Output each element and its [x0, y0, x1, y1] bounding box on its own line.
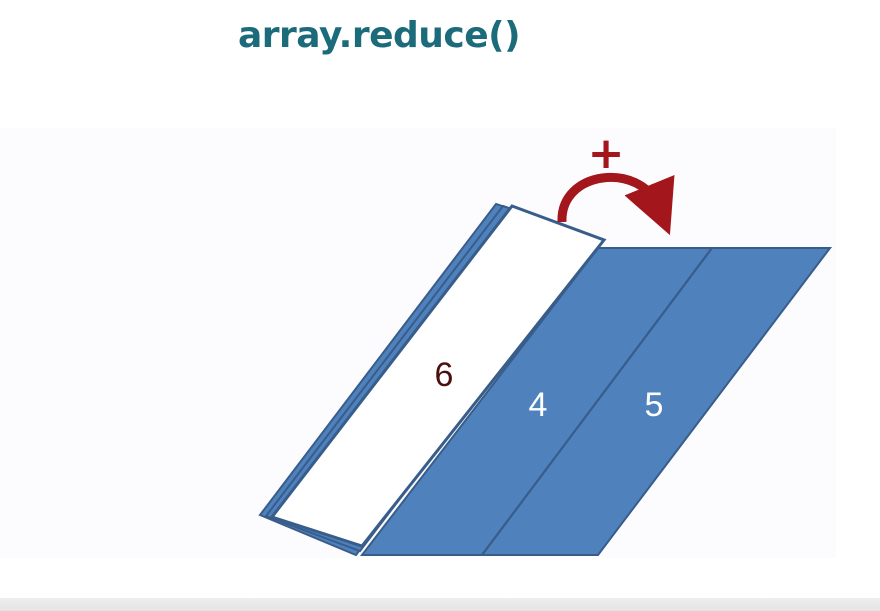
operator-label: + — [588, 128, 625, 179]
curved-arrow-icon — [557, 172, 675, 236]
cell-label-right: 5 — [645, 386, 664, 424]
folded-cell-face — [269, 204, 607, 548]
blue-cells — [359, 247, 833, 556]
cell-label-folded: 6 — [435, 356, 454, 394]
plus-icon: + — [588, 128, 625, 179]
page-title: array.reduce() — [238, 15, 521, 56]
cell-label-middle: 4 — [529, 386, 548, 424]
cell-divider — [481, 247, 713, 556]
bottom-bar — [0, 598, 880, 611]
folded-cell — [258, 202, 607, 557]
